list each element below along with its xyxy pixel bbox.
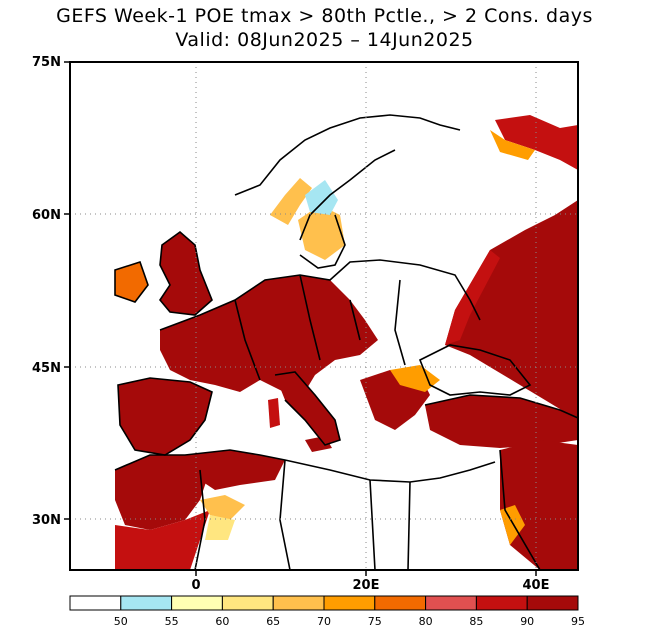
- colorbar-level-label: 65: [266, 615, 280, 628]
- field-turkey: [425, 395, 578, 448]
- colorbar-level-label: 55: [165, 615, 179, 628]
- colorbar-swatch: [475, 595, 528, 611]
- field-sardinia: [268, 398, 280, 428]
- colorbar-swatch: [425, 595, 477, 611]
- field-iberia: [118, 378, 212, 455]
- lon-label-20e: 20E: [353, 578, 380, 593]
- colorbar: 50 55 60 65 70 75 80 85 90 95: [69, 595, 585, 628]
- coast-italy: [274, 371, 341, 446]
- border-interior: [194, 274, 541, 570]
- lat-tick-marks: [64, 61, 537, 576]
- field-italy: [275, 372, 340, 445]
- colorbar-swatch: [374, 595, 427, 611]
- colorbar-swatch: [221, 595, 274, 611]
- map-frame: [69, 61, 579, 571]
- field-west-europe: [160, 275, 378, 400]
- colorbar-swatch: [171, 595, 223, 611]
- colorbar-level-label: 70: [317, 615, 331, 628]
- field-east-russia: [445, 200, 578, 420]
- field-morocco: [115, 455, 210, 530]
- coast-turkey: [424, 394, 578, 419]
- coast-black-sea: [418, 344, 532, 396]
- field-east-russia-edge: [445, 250, 500, 345]
- colorbar-swatch: [272, 595, 325, 611]
- colorbar-level-label: 60: [215, 615, 229, 628]
- lon-label-0: 0: [191, 578, 200, 593]
- field-levant: [500, 440, 578, 570]
- map-fields: [115, 115, 578, 570]
- field-sicily: [305, 436, 332, 452]
- coast-africa: [114, 449, 496, 483]
- field-kola-orange: [490, 130, 535, 160]
- lat-label-30n: 30N: [32, 513, 61, 528]
- map-boundaries: [114, 114, 578, 570]
- colorbar-level-label: 95: [571, 615, 585, 628]
- lat-label-75n: 75N: [32, 55, 61, 70]
- map-title-line1: GEFS Week-1 POE tmax > 80th Pctle., > 2 …: [56, 5, 593, 27]
- field-sweden-south: [298, 205, 345, 260]
- lat-label-60n: 60N: [32, 208, 61, 223]
- coast-uk: [159, 230, 213, 316]
- colorbar-swatch: [69, 595, 122, 611]
- colorbar-level-label: 85: [469, 615, 483, 628]
- colorbar-swatch: [323, 595, 376, 611]
- colorbar-level-label: 90: [520, 615, 534, 628]
- map-title-line2: Valid: 08Jun2025 – 14Jun2025: [175, 29, 474, 51]
- colorbar-level-label: 75: [368, 615, 382, 628]
- coast-europe: [117, 259, 481, 456]
- field-sahara-orange: [200, 495, 245, 520]
- colorbar-swatch: [120, 595, 173, 611]
- colorbar-level-label: 50: [114, 615, 128, 628]
- field-norway-coast: [270, 178, 312, 225]
- field-algeria: [185, 450, 285, 490]
- field-ireland: [115, 262, 148, 302]
- colorbar-level-label: 80: [419, 615, 433, 628]
- lat-label-45n: 45N: [32, 361, 61, 376]
- coast-ireland: [114, 261, 149, 303]
- field-sweden-cyan: [305, 180, 338, 215]
- colorbar-swatch: [526, 595, 579, 611]
- field-nw-sahara: [115, 510, 210, 570]
- field-balkans-orange: [390, 365, 440, 392]
- field-uk: [160, 232, 212, 315]
- field-sahara-yellow: [205, 515, 235, 540]
- lon-label-40e: 40E: [523, 578, 550, 593]
- field-levant-orange: [500, 505, 525, 545]
- coast-scandinavia: [234, 114, 461, 269]
